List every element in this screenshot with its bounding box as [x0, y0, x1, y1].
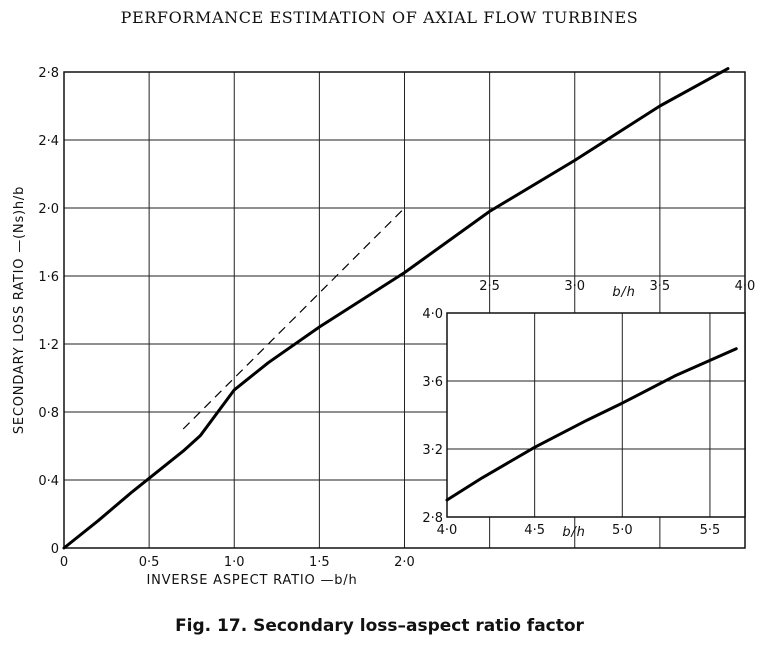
main-x-continuation-axis-label: b/h: [612, 285, 635, 300]
inset-x-tick-label: 4·5: [524, 523, 545, 538]
main-chart-series: [62, 67, 730, 550]
inset-plot-frame: [446, 312, 746, 518]
main-x-tick-label: 0: [60, 555, 68, 570]
inset-y-tick-label: 3·6: [422, 375, 443, 390]
main-loss-curve: [62, 67, 730, 550]
main-y-axis-label: SECONDARY LOSS RATIO —(Ns)h/b: [12, 186, 27, 434]
main-y-tick-label: 0: [51, 542, 59, 557]
main-y-tick-label: 2·8: [38, 66, 59, 81]
inset-chart-series: [445, 347, 738, 502]
main-x-tick-label: 1·0: [224, 555, 245, 570]
page-title: PERFORMANCE ESTIMATION OF AXIAL FLOW TUR…: [120, 8, 639, 27]
main-x-continuation-tick-label: 3·5: [650, 279, 671, 294]
axis-labels: b/h b/h INVERSE ASPECT RATIO —b/h SECONDARY…: [12, 186, 635, 588]
main-y-tick-label: 1·2: [38, 338, 59, 353]
main-x-continuation-tick-label: 4·0: [735, 279, 756, 294]
main-chart-ticks: 0 0·4 0·8 1·2 1·6 2·0 2·4 2·8 0 0·5 1·0 1·5 2·0 2·5 3·…: [38, 66, 755, 570]
main-y-tick-label: 0·8: [38, 406, 59, 421]
inset-y-tick-label: 3·2: [422, 443, 443, 458]
main-x-tick-label: 2·0: [394, 555, 415, 570]
main-x-tick-label: 1·5: [309, 555, 330, 570]
main-x-continuation-tick-label: 3·0: [564, 279, 585, 294]
inset-y-tick-label: 2·8: [422, 511, 443, 526]
main-y-tick-label: 2·0: [38, 202, 59, 217]
main-x-axis-label: INVERSE ASPECT RATIO —b/h: [146, 573, 357, 588]
main-plot-frame: [63, 71, 746, 549]
main-y-tick-label: 1·6: [38, 270, 59, 285]
figure-caption: Fig. 17. Secondary loss–aspect ratio fac…: [175, 616, 584, 636]
inset-loss-curve: [445, 347, 738, 502]
main-x-tick-label: 0·5: [139, 555, 160, 570]
inset-x-tick-label: 5·5: [700, 523, 721, 538]
main-y-tick-label: 2·4: [38, 134, 59, 149]
inset-chart-ticks: 2·8 3·2 3·6 4·0 4·0 4·5 5·0 5·5: [422, 307, 720, 538]
main-x-continuation-tick-label: 2·5: [479, 279, 500, 294]
main-dashed-line: [182, 207, 405, 430]
inset-x-axis-label: b/h: [562, 525, 585, 540]
inset-x-tick-label: 4·0: [437, 523, 458, 538]
inset-y-tick-label: 4·0: [422, 307, 443, 322]
inset-chart-grid: [446, 312, 746, 518]
main-y-tick-label: 0·4: [38, 474, 59, 489]
inset-x-tick-label: 5·0: [612, 523, 633, 538]
